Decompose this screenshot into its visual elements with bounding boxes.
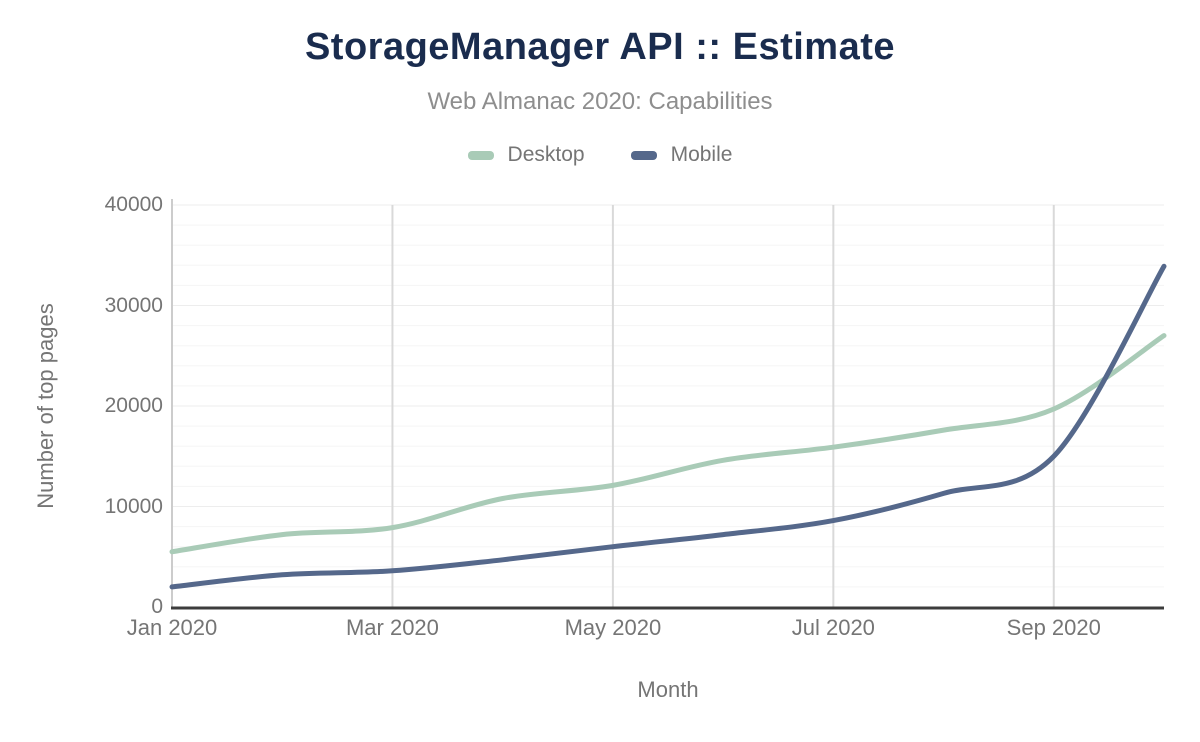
y-tick-label-40000: 40000 <box>104 193 163 216</box>
desktop-legend-label: Desktop <box>507 143 585 166</box>
x-axis-title: Month <box>637 677 699 702</box>
mobile-legend-swatch <box>630 150 657 160</box>
x-tick-label-4: May 2020 <box>564 615 662 640</box>
y-tick-label-20000: 20000 <box>104 394 163 417</box>
legend-item-desktop: Desktop <box>467 143 585 167</box>
x-tick-label-8: Sep 2020 <box>1006 615 1101 640</box>
y-tick-label-0: 0 <box>151 595 163 618</box>
chart-title: StorageManager API :: Estimate <box>304 26 896 68</box>
y-tick-label-10000: 10000 <box>104 494 163 518</box>
chart-legend: Desktop Mobile <box>0 143 1200 167</box>
legend-item-mobile: Mobile <box>630 143 733 167</box>
desktop-legend-swatch <box>467 150 494 160</box>
chart-subtitle: Web Almanac 2020: Capabilities <box>427 88 773 115</box>
x-tick-label-2: Mar 2020 <box>345 615 439 640</box>
mobile-legend-label: Mobile <box>670 143 733 166</box>
x-tick-label-0: Jan 2020 <box>126 615 218 640</box>
mobile-line <box>169 263 1167 590</box>
y-tick-label-30000: 30000 <box>104 293 163 317</box>
desktop-line <box>169 333 1167 555</box>
x-tick-label-6: Jul 2020 <box>791 615 875 640</box>
